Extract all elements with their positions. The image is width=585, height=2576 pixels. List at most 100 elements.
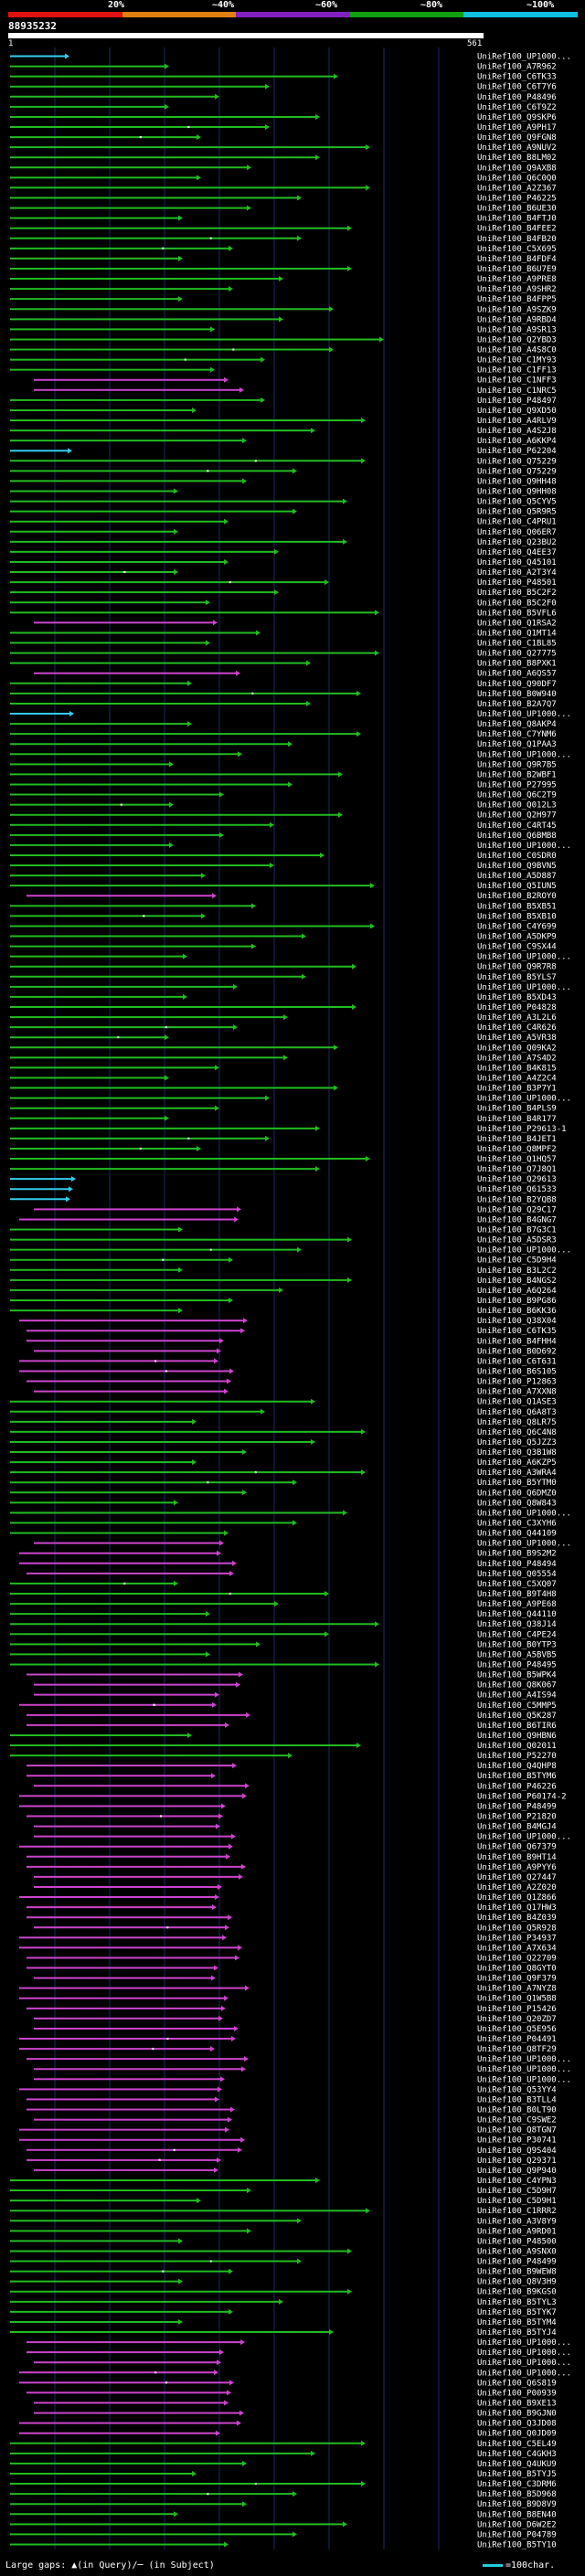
- hit-row[interactable]: UniRef100_Q4EE37: [10, 548, 557, 557]
- hit-label[interactable]: UniRef100_B9PG86: [477, 1297, 557, 1306]
- hit-label[interactable]: UniRef100_A6QS57: [477, 670, 557, 679]
- hit-label[interactable]: UniRef100_C4RT45: [477, 822, 557, 831]
- hit-label[interactable]: UniRef100_Q7J8Q1: [477, 1165, 557, 1174]
- hit-row[interactable]: UniRef100_P48501: [10, 578, 557, 588]
- hit-row[interactable]: UniRef100_Q27775: [10, 650, 557, 659]
- hit-row[interactable]: UniRef100_Q6A8T3: [10, 1408, 557, 1417]
- hit-row[interactable]: UniRef100_Q29371: [27, 2157, 557, 2166]
- hit-row[interactable]: UniRef100_P48496: [10, 93, 557, 102]
- hit-label[interactable]: UniRef100_Q27775: [477, 650, 557, 659]
- hit-label[interactable]: UniRef100_Q6C4N8: [477, 1428, 557, 1437]
- hit-row[interactable]: UniRef100_A9PH17: [10, 123, 557, 133]
- hit-label[interactable]: UniRef100_UP1000...: [477, 53, 571, 62]
- hit-label[interactable]: UniRef100_Q9R7R8: [477, 963, 557, 972]
- hit-label[interactable]: UniRef100_B6KK36: [477, 1307, 557, 1316]
- hit-label[interactable]: UniRef100_B4GNG7: [477, 1215, 557, 1224]
- hit-row[interactable]: UniRef100_Q4QHP8: [27, 1762, 557, 1771]
- hit-label[interactable]: UniRef100_UP1000...: [477, 842, 571, 851]
- hit-label[interactable]: UniRef100_B5D968: [477, 2490, 557, 2499]
- hit-label[interactable]: UniRef100_Q09KA2: [477, 1044, 557, 1053]
- hit-label[interactable]: UniRef100_Q8TGN7: [477, 2126, 557, 2136]
- hit-row[interactable]: UniRef100_C5MMP5: [19, 1701, 557, 1711]
- hit-row[interactable]: UniRef100_C5D9H4: [10, 1256, 557, 1266]
- hit-row[interactable]: UniRef100_UP1000...: [10, 1509, 571, 1518]
- hit-row[interactable]: UniRef100_Q8LR75: [10, 1418, 557, 1427]
- hit-row[interactable]: UniRef100_C4GKH3: [10, 2450, 557, 2459]
- hit-row[interactable]: UniRef100_A4S2J8: [10, 427, 557, 436]
- hit-row[interactable]: UniRef100_Q1Z866: [19, 1893, 557, 1903]
- hit-label[interactable]: UniRef100_B5VFL6: [477, 609, 557, 618]
- hit-row[interactable]: UniRef100_Q6C2T9: [10, 791, 557, 800]
- hit-row[interactable]: UniRef100_Q1RSA2: [34, 619, 557, 628]
- hit-row[interactable]: UniRef100_Q23BU2: [10, 538, 557, 547]
- hit-row[interactable]: UniRef100_UP1000...: [10, 1095, 571, 1104]
- hit-label[interactable]: UniRef100_UP1000...: [477, 750, 571, 759]
- hit-label[interactable]: UniRef100_P60174-2: [477, 1792, 567, 1801]
- hit-label[interactable]: UniRef100_A9NUV2: [477, 143, 557, 153]
- hit-row[interactable]: UniRef100_P00939: [27, 2389, 557, 2398]
- hit-row[interactable]: UniRef100_C5EL49: [10, 2440, 557, 2449]
- hit-label[interactable]: UniRef100_B5TYJ5: [477, 2470, 557, 2479]
- hit-label[interactable]: UniRef100_A6Q264: [477, 1287, 557, 1296]
- hit-label[interactable]: UniRef100_B5TYL3: [477, 2298, 557, 2307]
- hit-row[interactable]: UniRef100_P48500: [10, 2237, 557, 2246]
- hit-row[interactable]: UniRef100_C9SWE2: [34, 2116, 557, 2125]
- hit-row[interactable]: UniRef100_Q9R7B5: [10, 760, 557, 769]
- hit-label[interactable]: UniRef100_P00939: [477, 2389, 557, 2398]
- hit-row[interactable]: UniRef100_UP1000...: [27, 2055, 571, 2064]
- hit-label[interactable]: UniRef100_C1BL85: [477, 640, 557, 649]
- hit-label[interactable]: UniRef100_Q6S819: [477, 2379, 557, 2388]
- hit-label[interactable]: UniRef100_Q75229: [477, 467, 557, 476]
- hit-label[interactable]: UniRef100_A5DSR3: [477, 1236, 557, 1246]
- hit-row[interactable]: UniRef100_Q1W5B8: [19, 1995, 557, 2004]
- hit-row[interactable]: UniRef100_B4FB20: [10, 235, 557, 244]
- hit-row[interactable]: UniRef100_Q4UKU9: [10, 2460, 557, 2469]
- hit-row[interactable]: UniRef100_Q53YY4: [19, 2085, 557, 2094]
- hit-row[interactable]: UniRef100_A9SR13: [10, 325, 557, 334]
- hit-row[interactable]: UniRef100_A7NYZ8: [19, 1985, 557, 1994]
- hit-label[interactable]: UniRef100_Q9R7B5: [477, 760, 557, 769]
- hit-label[interactable]: UniRef100_Q5JZZ3: [477, 1438, 557, 1447]
- hit-label[interactable]: UniRef100_B4FDF4: [477, 255, 557, 264]
- hit-label[interactable]: UniRef100_Q8K067: [477, 1681, 557, 1691]
- hit-row[interactable]: UniRef100_B6TIR6: [27, 1722, 557, 1731]
- hit-row[interactable]: UniRef100_Q9P940: [34, 2167, 557, 2176]
- hit-label[interactable]: UniRef100_Q6BMB8: [477, 832, 557, 841]
- hit-row[interactable]: UniRef100_A7X634: [19, 1944, 557, 1953]
- hit-row[interactable]: UniRef100_B2WBF1: [10, 770, 557, 779]
- hit-label[interactable]: UniRef100_Q9F379: [477, 1975, 557, 1984]
- hit-label[interactable]: UniRef100_B5YLS7: [477, 973, 557, 982]
- hit-row[interactable]: UniRef100_Q5CYV5: [10, 498, 557, 507]
- hit-row[interactable]: UniRef100_A4RLV9: [10, 417, 557, 426]
- hit-row[interactable]: UniRef100_Q8TF29: [19, 2045, 557, 2054]
- hit-label[interactable]: UniRef100_A9SNX0: [477, 2247, 557, 2256]
- hit-row[interactable]: UniRef100_Q20ZD7: [34, 2015, 557, 2024]
- hit-label[interactable]: UniRef100_B4MGJ4: [477, 1823, 557, 1832]
- hit-label[interactable]: UniRef100_C3DRM6: [477, 2480, 557, 2489]
- hit-row[interactable]: UniRef100_Q6BMB8: [10, 832, 557, 841]
- hit-label[interactable]: UniRef100_UP1000...: [477, 1246, 571, 1256]
- hit-label[interactable]: UniRef100_B3L2C2: [477, 1267, 557, 1276]
- hit-row[interactable]: UniRef100_P12863: [27, 1378, 557, 1387]
- hit-label[interactable]: UniRef100_B4R177: [477, 1115, 557, 1124]
- hit-row[interactable]: UniRef100_A7S4D2: [10, 1054, 557, 1063]
- hit-row[interactable]: UniRef100_C6T9Z2: [10, 103, 557, 112]
- hit-row[interactable]: UniRef100_B3L2C2: [10, 1267, 557, 1276]
- hit-label[interactable]: UniRef100_A9SR13: [477, 325, 557, 334]
- hit-row[interactable]: UniRef100_P29613-1: [10, 1125, 567, 1134]
- hit-label[interactable]: UniRef100_B6S105: [477, 1367, 557, 1376]
- hit-label[interactable]: UniRef100_B4FTJ0: [477, 215, 557, 224]
- hit-row[interactable]: UniRef100_P46226: [34, 1782, 557, 1791]
- hit-row[interactable]: UniRef100_Q2H977: [10, 811, 557, 821]
- hit-row[interactable]: UniRef100_Q7J8Q1: [10, 1165, 557, 1174]
- hit-label[interactable]: UniRef100_B4JET1: [477, 1135, 557, 1144]
- hit-row[interactable]: UniRef100_A6KZP5: [10, 1458, 557, 1468]
- hit-row[interactable]: UniRef100_Q9AXB8: [10, 164, 557, 173]
- hit-row[interactable]: UniRef100_P30741: [19, 2136, 557, 2146]
- hit-label[interactable]: UniRef100_B9D8V9: [477, 2500, 557, 2509]
- hit-row[interactable]: UniRef100_UP1000...: [10, 953, 571, 962]
- hit-row[interactable]: UniRef100_P62204: [10, 447, 557, 456]
- hit-row[interactable]: UniRef100_Q06ER7: [10, 528, 557, 537]
- hit-label[interactable]: UniRef100_Q27447: [477, 1873, 557, 1882]
- hit-label[interactable]: UniRef100_A9PH17: [477, 123, 557, 133]
